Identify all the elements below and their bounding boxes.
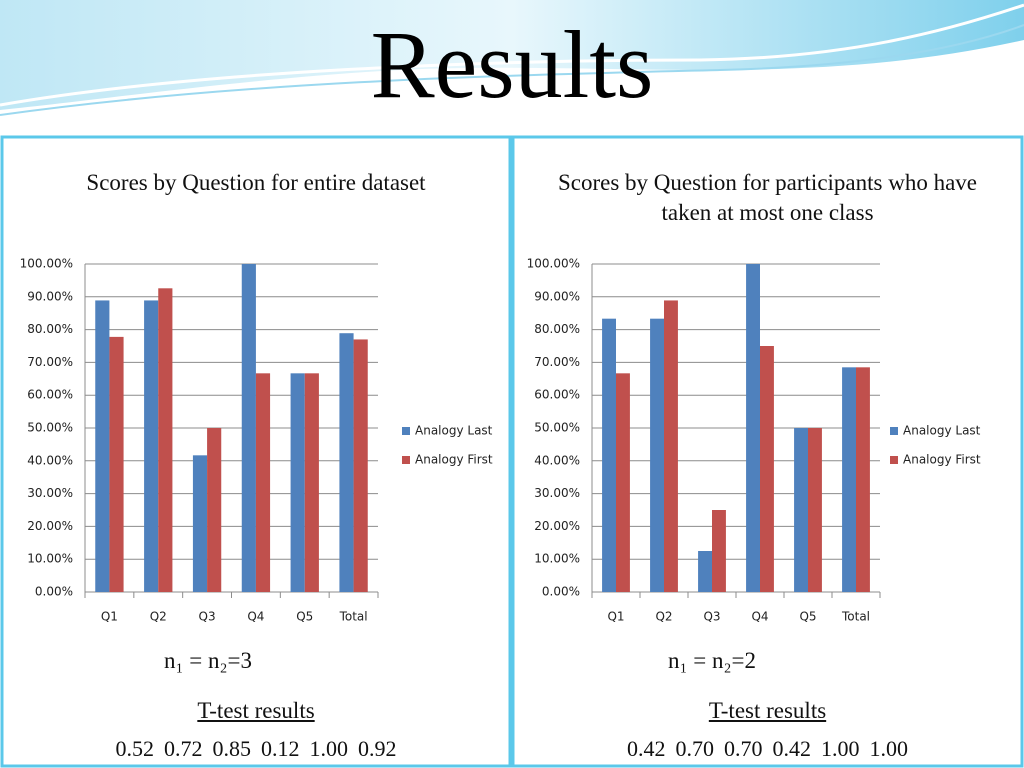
panel-border — [511, 135, 1024, 768]
header-line — [0, 24, 1024, 116]
x-tick-label: Total — [339, 610, 368, 624]
ttest-heading: T-test results — [197, 698, 315, 723]
bar — [650, 318, 664, 592]
legend-label: Analogy First — [903, 453, 981, 467]
header-line — [0, 3, 1024, 107]
bar — [842, 367, 856, 592]
x-tick-label: Q5 — [296, 610, 313, 624]
ttest-value: 1.00 — [821, 736, 860, 761]
y-tick-label: 40.00% — [27, 453, 73, 467]
y-tick-label: 20.00% — [27, 519, 73, 533]
bar — [712, 510, 726, 592]
bar — [339, 333, 354, 592]
header-swoosh — [0, 0, 1024, 110]
bar — [746, 264, 760, 592]
ttest-value: 0.70 — [724, 736, 763, 761]
ttest-values: 0.42 0.70 0.70 0.42 1.00 1.00 — [513, 736, 1022, 762]
legend-swatch — [402, 456, 410, 464]
bar — [808, 428, 822, 592]
chart-title: Scores by Question for entire dataset — [86, 170, 426, 195]
y-tick-label: 70.00% — [27, 355, 73, 369]
bar — [664, 300, 678, 592]
y-tick-label: 100.00% — [527, 257, 580, 271]
ttest-value: 0.42 — [627, 736, 666, 761]
y-tick-label: 70.00% — [534, 355, 580, 369]
x-tick-label: Q5 — [799, 610, 816, 624]
sample-size: n₁ = n₂=2 — [668, 648, 756, 673]
ttest-value: 0.42 — [772, 736, 812, 761]
y-tick-label: 60.00% — [27, 388, 73, 402]
y-tick-label: 50.00% — [27, 421, 73, 435]
bar — [602, 318, 616, 592]
chart-title: Scores by Question for participants who … — [557, 170, 977, 225]
x-tick-label: Q2 — [655, 610, 672, 624]
y-tick-label: 30.00% — [27, 486, 73, 500]
panel-border — [0, 135, 512, 768]
bar — [353, 339, 368, 592]
slide-title: Results — [370, 11, 654, 118]
bar — [144, 300, 159, 592]
bar — [241, 264, 256, 592]
x-tick-label: Q1 — [607, 610, 624, 624]
bar — [158, 288, 173, 592]
ttest-value: 0.92 — [358, 736, 397, 761]
bar — [192, 455, 208, 592]
bar — [760, 346, 774, 592]
legend-label: Analogy First — [415, 453, 493, 467]
x-tick-label: Total — [841, 610, 870, 624]
y-tick-label: 40.00% — [534, 453, 580, 467]
x-tick-label: Q3 — [703, 610, 720, 624]
ttest-value: 0.12 — [261, 736, 300, 761]
bar — [255, 373, 271, 592]
y-tick-label: 60.00% — [534, 388, 580, 402]
x-tick-label: Q4 — [751, 610, 768, 624]
y-tick-label: 100.00% — [20, 257, 73, 271]
bar — [290, 373, 305, 592]
y-tick-label: 50.00% — [534, 421, 580, 435]
y-tick-label: 90.00% — [534, 289, 580, 303]
ttest-value: 0.70 — [675, 736, 715, 761]
x-tick-label: Q2 — [150, 610, 167, 624]
bar — [616, 373, 630, 592]
legend-swatch — [890, 456, 898, 464]
y-tick-label: 20.00% — [534, 519, 580, 533]
y-tick-label: 0.00% — [35, 585, 73, 599]
x-tick-label: Q1 — [101, 610, 118, 624]
ttest-value: 0.85 — [212, 736, 252, 761]
bar — [207, 428, 222, 592]
ttest-heading: T-test results — [708, 698, 827, 723]
legend-swatch — [890, 427, 898, 435]
legend-label: Analogy Last — [415, 424, 493, 438]
ttest-values: 0.52 0.72 0.85 0.12 1.00 0.92 — [2, 736, 510, 762]
bar — [109, 336, 124, 592]
ttest-value: 1.00 — [869, 736, 909, 761]
y-tick-label: 30.00% — [534, 486, 580, 500]
ttest-value: 0.52 — [115, 736, 155, 761]
ttest-value: 1.00 — [309, 736, 349, 761]
sample-size: n₁ = n₂=3 — [164, 648, 252, 673]
y-tick-label: 0.00% — [542, 585, 580, 599]
bar — [95, 300, 110, 592]
ttest-value: 0.72 — [164, 736, 203, 761]
bar — [698, 551, 712, 592]
bar — [794, 428, 808, 592]
y-tick-label: 10.00% — [27, 552, 73, 566]
legend-swatch — [402, 427, 410, 435]
y-tick-label: 90.00% — [27, 289, 73, 303]
y-tick-label: 80.00% — [27, 322, 73, 336]
bar — [304, 373, 319, 592]
x-tick-label: Q3 — [199, 610, 216, 624]
bar — [856, 367, 870, 592]
y-tick-label: 80.00% — [534, 322, 580, 336]
y-tick-label: 10.00% — [534, 552, 580, 566]
x-tick-label: Q4 — [247, 610, 264, 624]
legend-label: Analogy Last — [903, 424, 981, 438]
